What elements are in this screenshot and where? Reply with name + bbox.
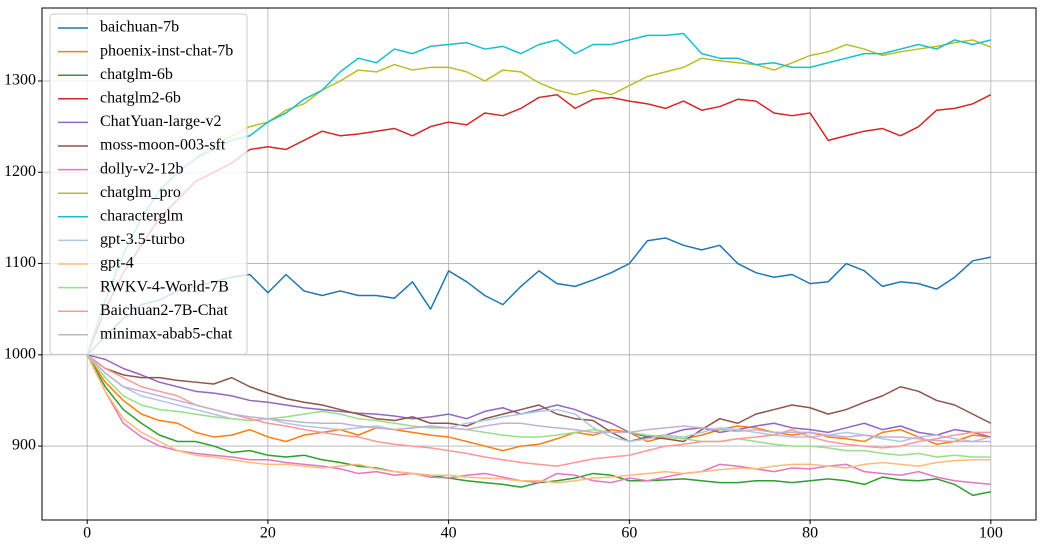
plot-frame [41, 7, 1037, 521]
legend-label: characterglm [100, 207, 184, 224]
legend-label: gpt-4 [100, 255, 134, 272]
legend-label: chatglm-6b [100, 66, 173, 83]
legend-box [49, 13, 248, 355]
x-tick-label: 0 [83, 525, 91, 542]
legend-label: RWKV-4-World-7B [100, 278, 229, 295]
legend-label: baichuan-7b [100, 19, 179, 36]
legend-label: gpt-3.5-turbo [100, 231, 185, 248]
series-line [86, 354, 992, 443]
legend-label: moss-moon-003-sft [100, 137, 226, 154]
y-tick-label: 1200 [4, 163, 36, 180]
series-line [86, 354, 991, 486]
legend-label: dolly-v2-12b [100, 160, 184, 177]
legend-label: phoenix-inst-chat-7b [100, 42, 233, 59]
x-tick-label: 80 [802, 525, 818, 542]
y-tick-label: 1300 [4, 72, 36, 89]
x-tick-label: 100 [979, 525, 1003, 542]
legend-label: ChatYuan-large-v2 [100, 113, 221, 130]
legend-label: chatglm_pro [100, 184, 181, 201]
legend-label: minimax-abab5-chat [100, 325, 233, 342]
series-line [86, 354, 991, 458]
series-line [86, 354, 992, 443]
x-tick-label: 20 [260, 525, 276, 542]
lines [86, 32, 992, 497]
series-line [86, 354, 992, 438]
y-tick-label: 1000 [4, 345, 36, 362]
series-line [86, 354, 991, 484]
legend-label: chatglm2-6b [100, 89, 181, 106]
legend-label: Baichuan2-7B-Chat [100, 302, 229, 319]
y-tick-label: 1100 [5, 254, 36, 271]
series-line [86, 354, 991, 443]
legend: baichuan-7b phoenix-inst-chat-7b chatglm-6… [49, 13, 248, 355]
x-tick-label: 40 [441, 525, 457, 542]
y-tick-label: 900 [12, 437, 36, 454]
x-tick-label: 60 [621, 525, 637, 542]
series-line [86, 354, 991, 452]
